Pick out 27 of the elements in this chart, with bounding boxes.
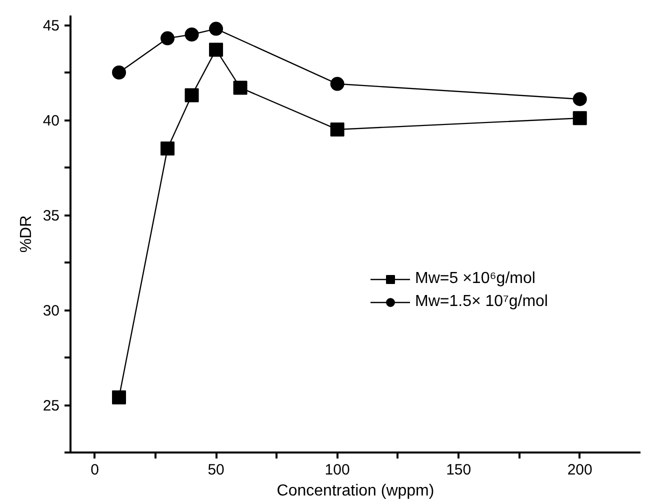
point [112,66,126,80]
point [209,22,224,36]
point [160,142,175,156]
x-tick-label: 200 [567,462,592,478]
point [160,31,175,46]
x-tick-label: 0 [90,462,99,478]
y-tick-label: 30 [42,302,60,320]
x-axis-title: Concentration (wppm) [276,482,434,500]
point [572,92,587,106]
point [112,390,126,404]
y-tick-label: 45 [42,18,60,34]
y-axis-title: %DR [18,215,35,253]
legend-label: Mw=5 ×10⁶g/mol [415,270,536,288]
x-tick-label: 50 [208,462,224,478]
point [572,111,587,126]
point [184,88,199,102]
y-tick-label: 25 [42,398,60,414]
point [330,76,344,91]
y-tick-label: 35 [42,208,60,224]
x-tick-label: 150 [446,462,472,478]
x-tick-label: 100 [324,462,350,478]
legend-label: Mw=1.5× 10⁷g/mol [415,293,548,311]
point [330,122,344,136]
point [209,42,224,57]
point [184,28,199,42]
y-tick-label: 40 [42,112,60,130]
point [233,80,248,95]
